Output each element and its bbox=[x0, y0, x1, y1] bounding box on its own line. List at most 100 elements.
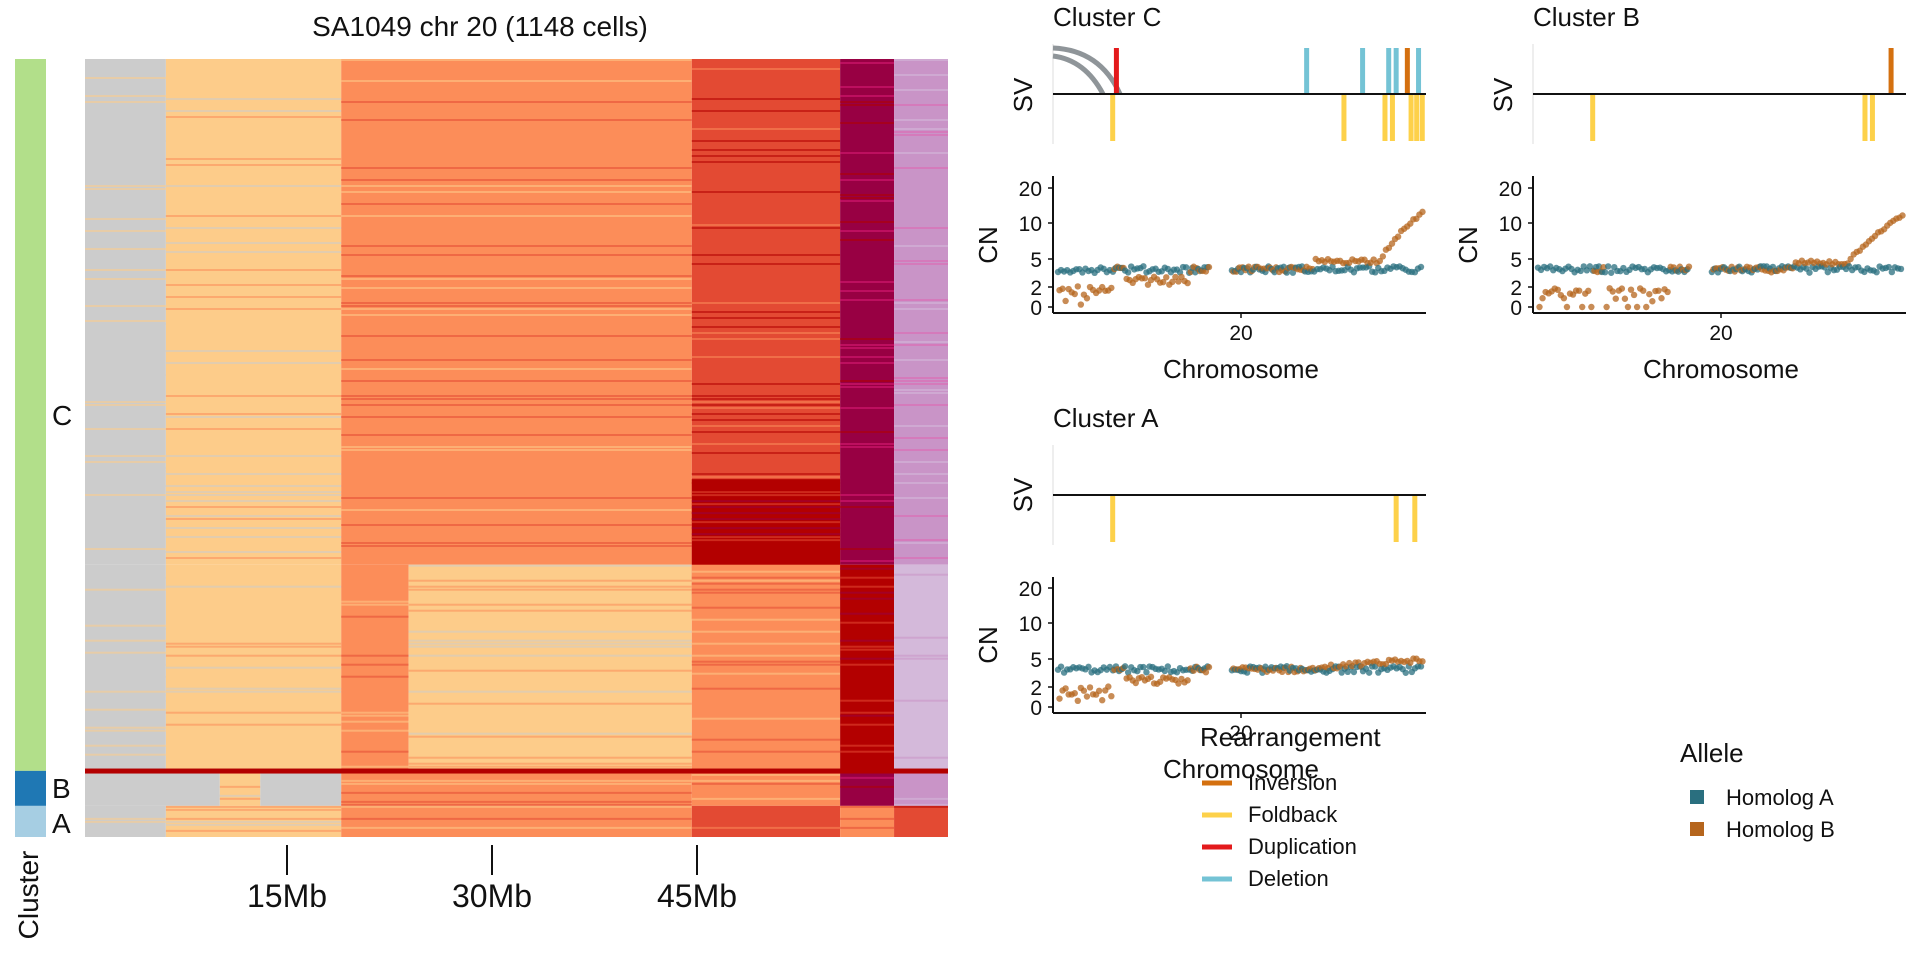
heatmap-row-variation bbox=[341, 782, 692, 785]
x-tick-label-30mb: 30Mb bbox=[452, 878, 532, 914]
panel-cluster-a: Cluster A SV CN 0 2 5 10 20 20 Chromosom… bbox=[973, 403, 1426, 784]
heatmap-row-variation bbox=[894, 723, 948, 726]
heatmap-row-variation bbox=[85, 188, 166, 190]
heatmap-row-variation bbox=[691, 311, 841, 313]
heatmap-row-variation bbox=[691, 654, 841, 657]
heatmap-row-variation bbox=[165, 395, 342, 397]
cluster-annotation-bar bbox=[15, 59, 46, 837]
cluster-bar-a bbox=[15, 805, 46, 837]
heatmap-row-variation bbox=[165, 251, 342, 253]
legend-label-inversion: Inversion bbox=[1248, 770, 1337, 795]
heatmap-row-variation bbox=[85, 675, 166, 678]
heatmap-row-variation bbox=[894, 461, 948, 463]
heatmap-row-variation bbox=[840, 407, 895, 409]
heatmap-row-variation bbox=[840, 152, 895, 154]
cn-point-homolog-b bbox=[1163, 274, 1170, 281]
cluster-bar-c bbox=[15, 59, 46, 771]
heatmap-row-variation bbox=[894, 74, 948, 76]
heatmap-row-variation bbox=[341, 720, 409, 723]
heatmap-row-variation bbox=[691, 68, 841, 70]
cn-point-homolog-b bbox=[1147, 673, 1155, 681]
x-tick-label-15mb: 15Mb bbox=[247, 878, 327, 914]
heatmap-row-variation bbox=[691, 527, 841, 530]
heatmap-segment bbox=[894, 59, 948, 565]
cn-point-homolog-a bbox=[1577, 267, 1584, 275]
heatmap-row-variation bbox=[691, 473, 841, 475]
heatmap-row-variation bbox=[408, 654, 692, 657]
heatmap-row-variation bbox=[840, 723, 895, 726]
heatmap-row-variation bbox=[85, 221, 166, 223]
heatmap-row-variation bbox=[341, 80, 692, 82]
sv-mark-inversion bbox=[1888, 48, 1894, 94]
cluster-axis-label: Cluster bbox=[13, 851, 44, 940]
heatmap-row-variation bbox=[840, 597, 895, 600]
heatmap-row-variation bbox=[341, 803, 692, 806]
cn-point-homolog-b bbox=[1658, 295, 1665, 302]
cn-point-homolog-b bbox=[1655, 287, 1662, 294]
legend-swatch-homolog-a bbox=[1690, 790, 1704, 804]
heatmap-row-variation bbox=[840, 826, 895, 829]
heatmap-row-variation bbox=[165, 808, 342, 811]
cn-point-homolog-a bbox=[1124, 269, 1132, 276]
heatmap-row-variation bbox=[691, 660, 841, 663]
heatmap-row-variation bbox=[165, 308, 342, 310]
cn-point-homolog-b bbox=[1612, 295, 1619, 302]
heatmap-segment bbox=[85, 59, 166, 565]
heatmap-row-variation bbox=[165, 645, 342, 648]
sv-track bbox=[1110, 48, 1425, 141]
heatmap-row-variation bbox=[840, 663, 895, 666]
heatmap-row-variation bbox=[408, 603, 692, 606]
cn-point-homolog-a bbox=[1402, 669, 1409, 676]
heatmap-row-variation bbox=[85, 461, 166, 463]
heatmap-row-variation bbox=[219, 797, 261, 800]
heatmap-row-variation bbox=[894, 732, 948, 735]
heatmap-row-variation bbox=[341, 750, 409, 753]
cn-point-homolog-a bbox=[1417, 263, 1425, 271]
heatmap-row-variation bbox=[840, 506, 895, 508]
heatmap-row-variation bbox=[165, 829, 342, 832]
heatmap-row-variation bbox=[85, 551, 166, 553]
heatmap-row-variation bbox=[85, 699, 166, 702]
y-tick-label: 10 bbox=[1499, 213, 1522, 236]
rearrangement-legend: Rearrangement Inversion Foldback Duplica… bbox=[1200, 722, 1381, 891]
cn-point-homolog-b bbox=[1184, 279, 1191, 287]
heatmap-row-variation bbox=[165, 494, 342, 496]
heatmap-row-variation bbox=[691, 302, 841, 304]
cn-axis-label: CN bbox=[1453, 226, 1483, 264]
cn-point-homolog-b bbox=[1175, 278, 1182, 285]
heatmap-segment bbox=[691, 805, 841, 837]
legend-title: Allele bbox=[1680, 738, 1744, 768]
heatmap-row-variation bbox=[894, 359, 948, 361]
heatmap-row-variation bbox=[691, 494, 841, 497]
heatmap-row-variation bbox=[894, 392, 948, 394]
heatmap-row-variation bbox=[341, 185, 692, 187]
y-tick-label: 2 bbox=[1030, 277, 1042, 300]
heatmap-row-variation bbox=[840, 383, 895, 385]
heatmap-row-variation bbox=[691, 672, 841, 675]
cn-point-homolog-b bbox=[1643, 303, 1650, 311]
heatmap-row-variation bbox=[85, 101, 166, 103]
heatmap-row-variation bbox=[894, 380, 948, 382]
heatmap-row-variation bbox=[691, 224, 841, 226]
cn-point-homolog-b bbox=[1074, 697, 1082, 705]
heatmap-row-variation bbox=[165, 823, 342, 826]
heatmap-row-variation bbox=[165, 551, 342, 553]
heatmap-row-variation bbox=[341, 524, 692, 526]
heatmap-row-variation bbox=[341, 119, 692, 121]
heatmap-row-variation bbox=[165, 491, 342, 493]
heatmap-row-variation bbox=[408, 765, 692, 768]
heatmap-row-variation bbox=[691, 797, 841, 800]
heatmap-row-variation bbox=[691, 591, 841, 594]
heatmap-row-variation bbox=[85, 470, 166, 472]
heatmap-row-variation bbox=[691, 630, 841, 633]
heatmap-row-variation bbox=[341, 278, 692, 280]
heatmap-row-variation bbox=[165, 557, 342, 559]
heatmap-row-variation bbox=[894, 167, 948, 169]
heatmap-row-variation bbox=[840, 711, 895, 714]
legend-label-foldback: Foldback bbox=[1248, 802, 1338, 827]
heatmap-row-variation bbox=[85, 744, 166, 747]
heatmap-row-variation bbox=[85, 485, 166, 487]
heatmap-row-variation bbox=[341, 711, 409, 714]
heatmap-row-variation bbox=[691, 149, 841, 151]
heatmap-row-variation bbox=[691, 579, 841, 582]
